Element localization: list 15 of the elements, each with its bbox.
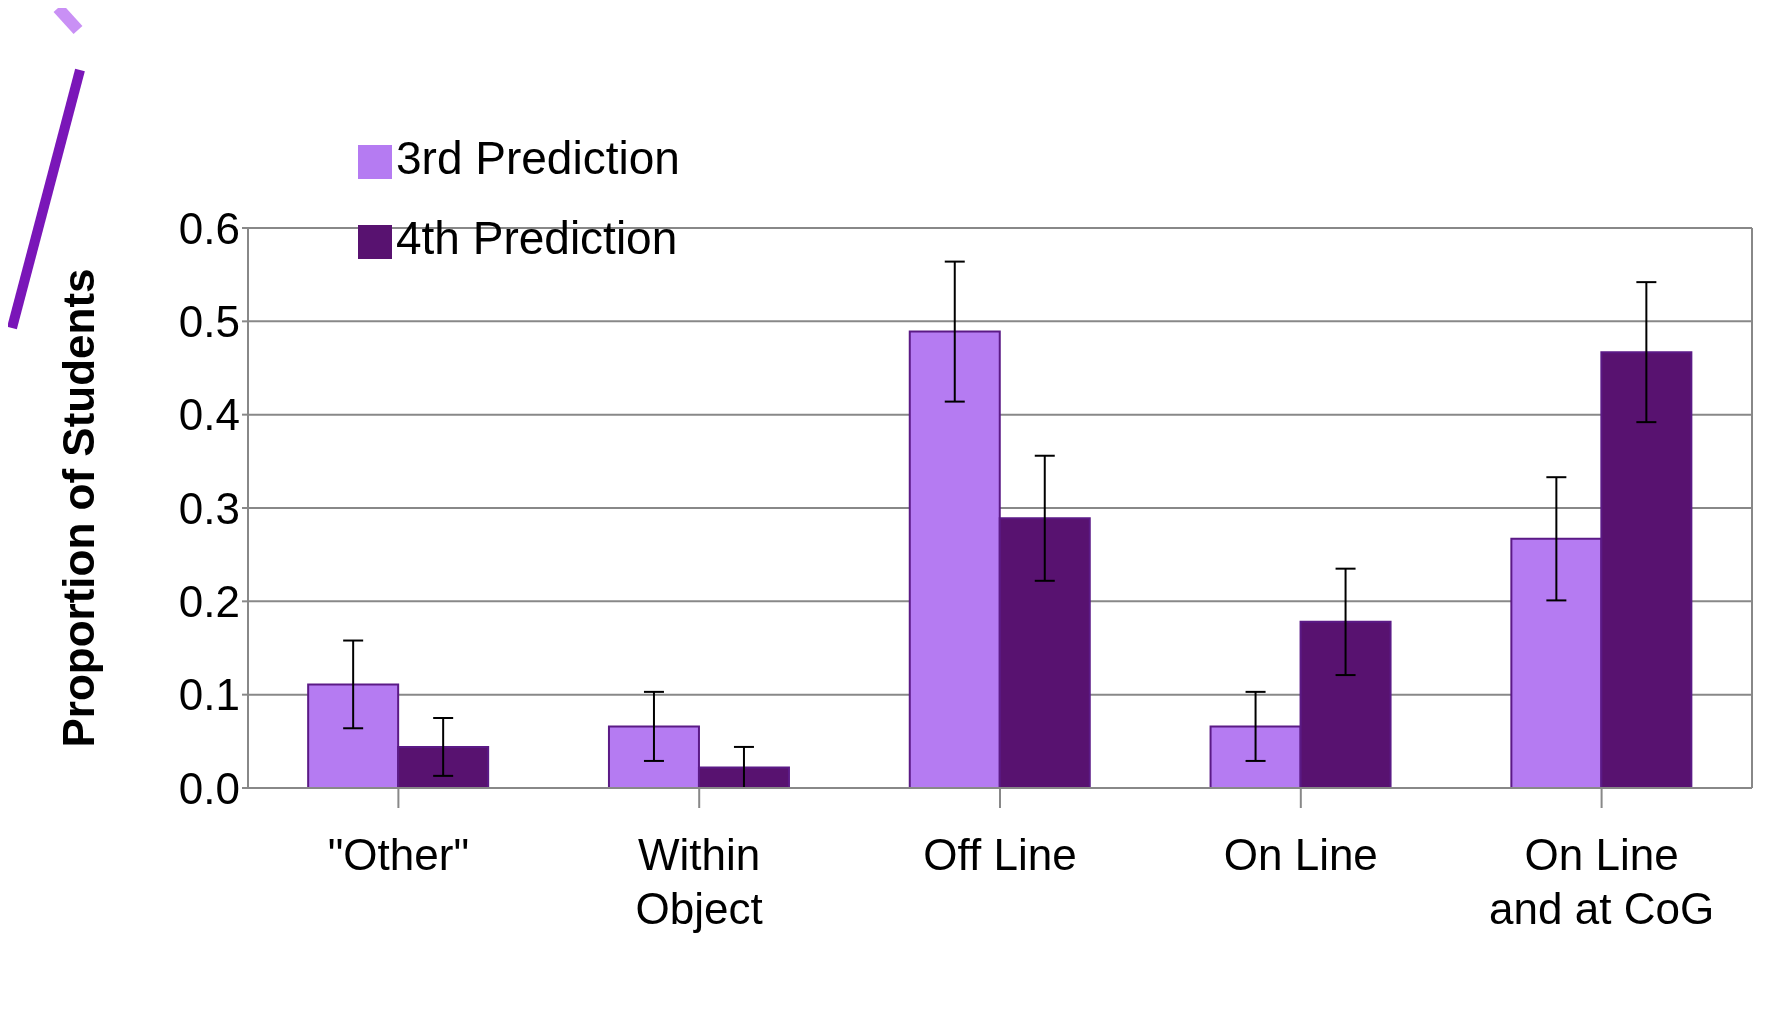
x-tick-label: "Other" [327,830,470,879]
y-axis-title: Proportion of Students [53,268,103,748]
y-tick-label: 0.0 [178,763,240,813]
legend-label: 4th Prediction [396,212,678,264]
y-tick-label: 0.2 [178,576,240,626]
y-tick-label: 0.4 [178,390,240,440]
legend-label: 3rd Prediction [396,132,680,184]
x-tick-label: Within Object [635,830,763,933]
y-tick-label: 0.6 [178,203,240,253]
x-tick-label: On Line and at CoG [1489,830,1715,933]
y-tick-label: 0.1 [178,670,240,720]
x-tick-label: Off Line [923,830,1077,879]
x-tick-label: On Line [1223,830,1378,879]
y-tick-label: 0.5 [178,296,240,346]
y-tick-label: 0.3 [178,483,240,533]
